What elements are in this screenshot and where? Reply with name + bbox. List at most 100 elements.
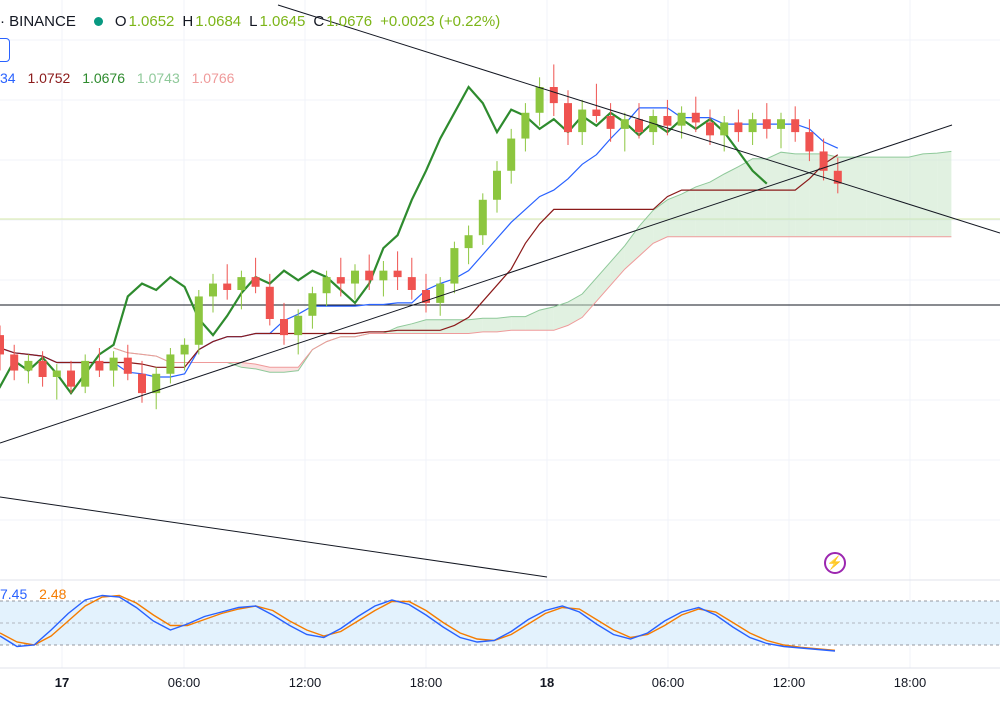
cloud-segment (468, 318, 483, 334)
cloud-segment (539, 306, 554, 331)
cloud-segment (852, 157, 867, 237)
leading-span-b (113, 236, 952, 368)
open-label: O (114, 12, 127, 30)
ichimoku-value-2: 1.0752 (27, 70, 71, 86)
ichimoku-value-5: 1.0766 (191, 70, 235, 86)
candle-body (166, 354, 175, 374)
cloud-segment (738, 158, 753, 237)
candle-body (180, 344, 189, 355)
candle-body (450, 248, 459, 284)
cloud-segment (695, 182, 710, 237)
close-value: 1.0676 (326, 12, 373, 30)
candle-body (152, 373, 161, 394)
ichimoku-value-3: 1.0676 (82, 70, 126, 86)
candle-body (819, 151, 828, 171)
cloud-segment (653, 199, 668, 244)
ohlc-header: · BINANCE O 1.0652 H 1.0684 L 1.0645 C 1… (0, 10, 508, 32)
stochastic-legend: 7.45 2.48 (0, 586, 74, 602)
cloud-segment (255, 364, 270, 373)
candle-body (336, 277, 345, 284)
candle-body (379, 270, 388, 281)
cloud-segment (894, 157, 909, 237)
cloud-segment (724, 166, 739, 237)
candle-body (620, 119, 629, 129)
cloud-segment (752, 158, 767, 237)
candle-body (109, 357, 118, 371)
x-tick-label: 18 (540, 675, 554, 690)
candle-body (564, 103, 572, 133)
stoch-d-line (0, 594, 836, 651)
candle-body (833, 170, 842, 184)
candle-body (592, 109, 601, 116)
candle-body (464, 235, 473, 249)
candle-body (436, 283, 445, 303)
candle-body (95, 360, 104, 371)
candle-body (351, 270, 359, 284)
candle-body (805, 132, 814, 152)
cloud-segment (426, 319, 441, 334)
stochastic-panel (0, 579, 1000, 652)
ichimoku-cloud (113, 150, 952, 373)
candle-body (606, 116, 615, 129)
cloud-segment (781, 152, 796, 237)
x-tick-label: 18:00 (894, 675, 927, 690)
cloud-segment (610, 245, 625, 286)
cloud-segment (923, 153, 938, 237)
conversion-line (0, 107, 839, 378)
stoch-k-line (0, 594, 836, 652)
cloud-segment (624, 226, 639, 270)
ascending-trendline (0, 124, 953, 444)
candle-body (308, 293, 317, 316)
candle-body (67, 370, 75, 387)
x-tick-label: 06:00 (652, 675, 685, 690)
ichimoku-value-4: 1.0743 (136, 70, 180, 86)
cloud-segment (866, 157, 881, 237)
cloud-segment (582, 277, 597, 318)
cloud-segment (553, 302, 568, 331)
candle-body (549, 87, 558, 104)
x-tick-label: 17 (55, 675, 69, 690)
x-tick-label: 12:00 (289, 675, 322, 690)
market-status-icon (93, 16, 103, 26)
cloud-segment (568, 294, 583, 326)
high-label: H (182, 12, 194, 30)
cloud-segment (766, 152, 781, 237)
candle-body (81, 360, 90, 387)
candle-body (365, 270, 374, 281)
cloud-segment (482, 318, 497, 332)
candle-body (649, 116, 658, 133)
lightning-icon[interactable]: ⚡ (824, 552, 846, 574)
ichimoku-legend: 34 1.0752 1.0676 1.0743 1.0766 (0, 70, 242, 86)
candle-body (223, 283, 232, 290)
candle-body (777, 119, 785, 129)
candle-body (720, 122, 729, 136)
candle-body (393, 270, 402, 278)
cloud-segment (681, 186, 696, 237)
high-value: 1.0684 (195, 12, 242, 30)
candle-body (10, 354, 19, 371)
candle-body (138, 373, 146, 394)
cloud-segment (639, 210, 654, 257)
candle-body (762, 119, 771, 129)
candle-body (748, 119, 757, 133)
x-tick-label: 06:00 (168, 675, 201, 690)
candle-body (706, 122, 714, 136)
candle-body (123, 357, 132, 374)
cloud-segment (667, 194, 682, 237)
candle-body (677, 112, 686, 126)
candle-body (24, 360, 33, 371)
low-value: 1.0645 (259, 12, 306, 30)
visibility-icon[interactable] (0, 38, 10, 62)
symbol-label[interactable]: · BINANCE (0, 12, 76, 30)
x-tick-label: 12:00 (773, 675, 806, 690)
descending-trendline (277, 4, 1000, 234)
candle-body (422, 290, 430, 303)
candle-body (578, 109, 587, 133)
x-tick-label: 18:00 (410, 675, 443, 690)
candlesticks (0, 64, 842, 410)
x-axis: 17 06:00 12:00 18:00 18 06:00 12:00 18:00 (0, 667, 1000, 690)
base-line (0, 154, 839, 368)
trendlines[interactable] (0, 4, 1000, 578)
